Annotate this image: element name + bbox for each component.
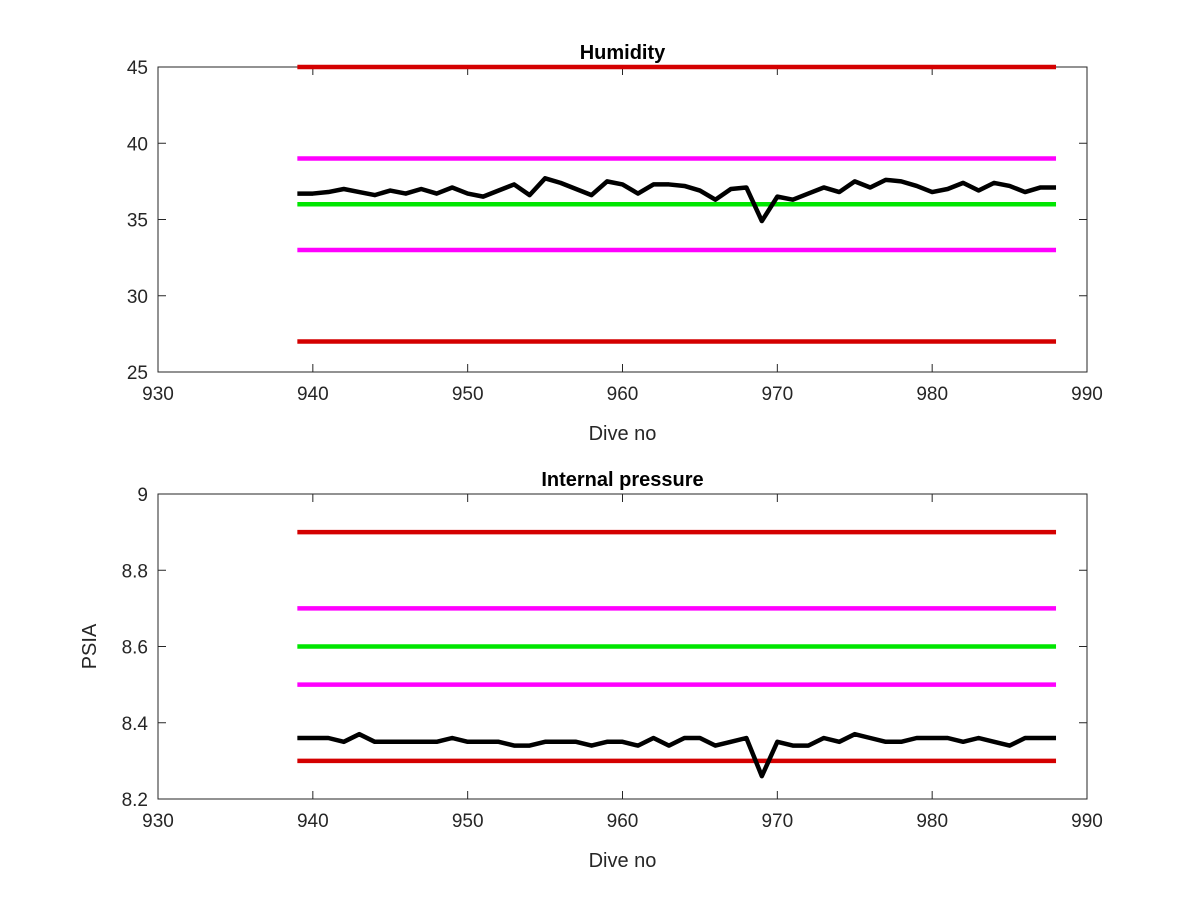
- x-tick-label: 960: [607, 811, 639, 832]
- plot-area: [157, 66, 1088, 373]
- x-axis-label: Dive no: [589, 423, 657, 445]
- x-tick-label: 980: [916, 811, 948, 832]
- y-axis-label: PSIA: [79, 623, 101, 669]
- x-tick-label: 990: [1071, 811, 1103, 832]
- x-tick-label: 940: [297, 811, 329, 832]
- x-tick-label: 960: [607, 384, 639, 405]
- subplot-2: 930 940 950 960 970 980 990 8.2 8.4 8.6 8.8 9 Intern…: [79, 469, 1103, 872]
- subplot-1: 930 940 950 960 970 980 990 25 30 35 40 45 Humidity D…: [127, 42, 1103, 445]
- y-tick-label: 45: [127, 58, 148, 79]
- x-tick-label: 940: [297, 384, 329, 405]
- series-line-6: [297, 731, 1057, 779]
- x-tick-label: 930: [142, 384, 174, 405]
- y-tick-label: 40: [127, 134, 148, 155]
- chart-title: Humidity: [580, 42, 666, 64]
- series-line-6: [297, 176, 1057, 224]
- chart-title: Internal pressure: [541, 469, 703, 491]
- x-tick-label: 950: [452, 811, 484, 832]
- y-tick-label: 8.2: [122, 790, 148, 811]
- y-tick-label: 25: [127, 363, 148, 384]
- x-tick-label: 990: [1071, 384, 1103, 405]
- x-tick-label: 950: [452, 384, 484, 405]
- x-tick-label: 970: [761, 384, 793, 405]
- x-axis-label: Dive no: [589, 850, 657, 872]
- x-tick-label: 980: [916, 384, 948, 405]
- y-tick-label: 30: [127, 287, 148, 308]
- x-tick-label: 970: [761, 811, 793, 832]
- x-tick-label: 930: [142, 811, 174, 832]
- y-tick-label: 8.8: [122, 561, 148, 582]
- y-tick-label: 9: [137, 485, 148, 506]
- y-tick-label: 35: [127, 211, 148, 232]
- y-tick-label: 8.4: [122, 714, 149, 735]
- y-tick-label: 8.6: [122, 638, 148, 659]
